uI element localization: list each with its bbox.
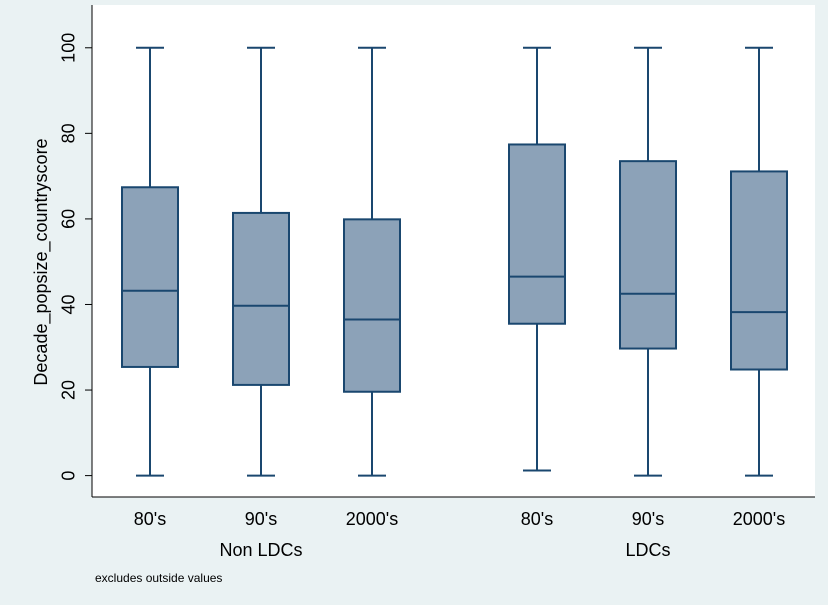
y-tick-label: 40 [59, 294, 79, 314]
group-label: Non LDCs [219, 540, 302, 560]
box [508, 143, 566, 325]
y-axis-label: Decade_popsize_countryscore [31, 138, 52, 385]
note: excludes outside values [95, 571, 222, 585]
x-tick-label: 90's [632, 509, 664, 529]
x-tick-label: 2000's [346, 509, 398, 529]
y-tick-label: 20 [59, 380, 79, 400]
y-tick-label: 100 [59, 33, 79, 63]
box [343, 218, 401, 393]
y-tick-label: 0 [59, 471, 79, 481]
x-tick-label: 80's [134, 509, 166, 529]
box [730, 170, 788, 371]
group-label: LDCs [625, 540, 670, 560]
box [232, 211, 290, 386]
y-tick-label: 60 [59, 209, 79, 229]
x-tick-label: 2000's [733, 509, 785, 529]
y-tick-label: 80 [59, 123, 79, 143]
box [121, 186, 179, 368]
box [619, 160, 677, 350]
x-tick-label: 80's [521, 509, 553, 529]
x-tick-label: 90's [245, 509, 277, 529]
plot-area [92, 5, 815, 497]
